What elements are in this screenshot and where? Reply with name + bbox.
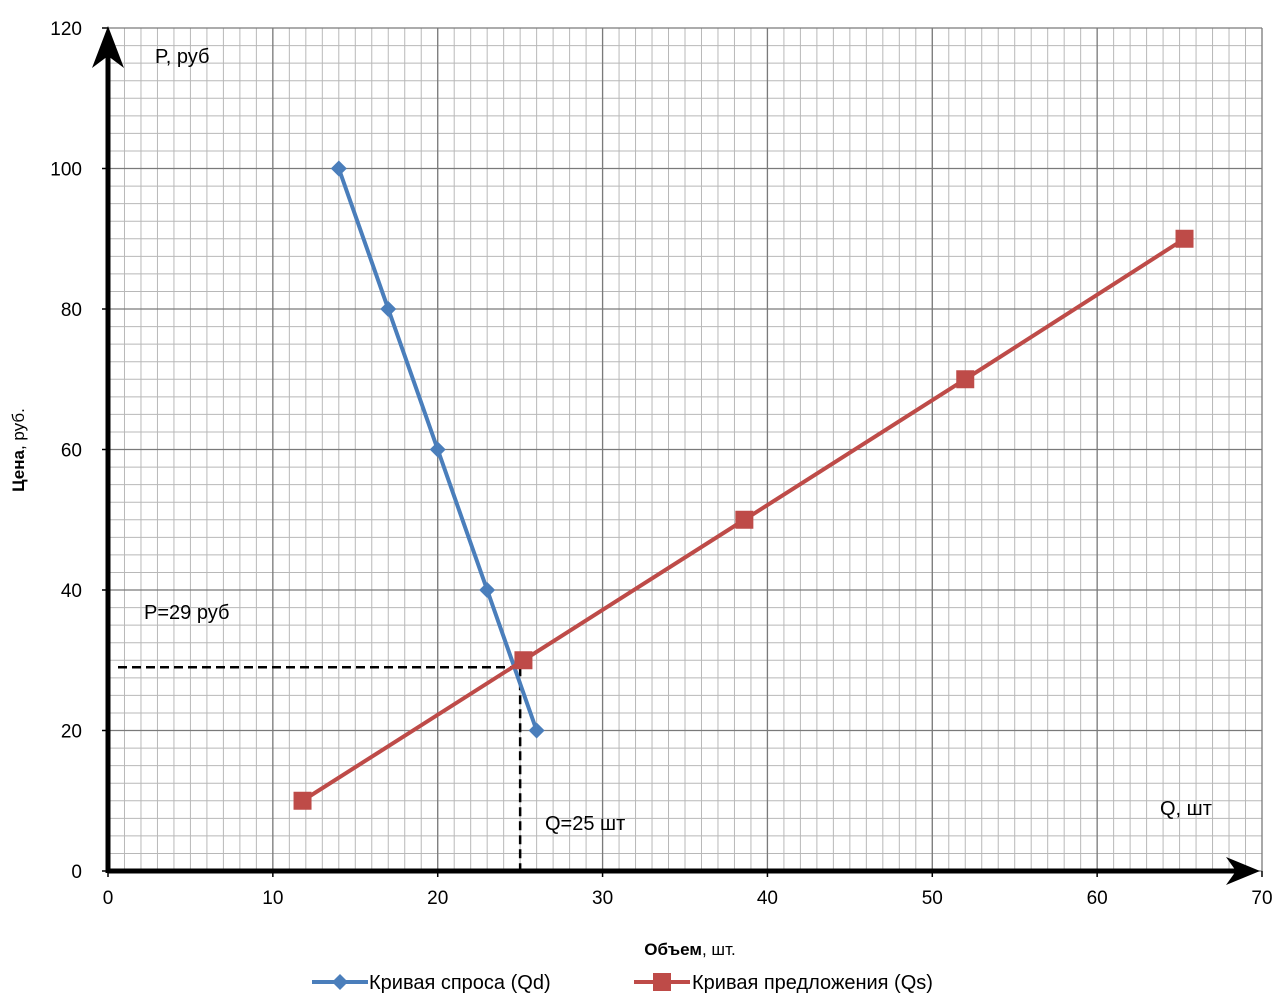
legend-label-supply: Кривая предложения (Qs) [692, 972, 933, 994]
equilibrium-quantity-label: Q=25 шт [545, 813, 625, 835]
legend: Кривая спроса (Qd) Кривая предложения (Q… [312, 972, 933, 994]
y-tick-label: 0 [71, 862, 82, 883]
legend-marker-supply [653, 973, 671, 991]
legend-item-demand: Кривая спроса (Qd) [312, 972, 551, 994]
x-tick-label: 20 [427, 888, 448, 909]
equilibrium-price-label: P=29 руб [144, 602, 229, 624]
x-tick-label: 10 [262, 888, 283, 909]
legend-label-demand: Кривая спроса (Qd) [369, 972, 551, 994]
equilibrium-reference-lines [118, 666, 522, 871]
demand-data-point [330, 160, 347, 177]
axes [92, 26, 1263, 885]
series-layer [293, 160, 1194, 810]
x-axis-name-annotation: Q, шт [1160, 798, 1212, 820]
y-axis-arrow [92, 26, 124, 68]
supply-data-point [514, 651, 533, 670]
x-tick-label: 0 [103, 888, 114, 909]
supply-data-point [1175, 229, 1194, 248]
supply-data-point [293, 791, 312, 810]
demand-data-point [380, 301, 397, 317]
supply-data-point [735, 510, 754, 529]
x-tick-label: 60 [1087, 888, 1108, 909]
x-tick-label: 30 [592, 888, 613, 909]
demand-data-point [429, 441, 446, 458]
y-axis-name-annotation: P, руб [155, 46, 209, 68]
y-axis-title: Цена, руб. [9, 408, 28, 492]
y-tick-label: 20 [61, 722, 82, 743]
legend-marker-demand [332, 974, 348, 990]
y-tick-label: 80 [61, 300, 82, 321]
y-tick-label: 60 [61, 441, 82, 462]
legend-item-supply: Кривая предложения (Qs) [634, 972, 933, 994]
x-axis-arrow [1226, 857, 1260, 885]
y-tick-label: 120 [50, 19, 82, 40]
demand-data-point [528, 722, 545, 739]
x-tick-label: 70 [1251, 888, 1272, 909]
y-tick-label: 40 [61, 581, 82, 602]
y-tick-label: 100 [50, 160, 82, 181]
x-tick-label: 40 [757, 888, 778, 909]
tick-labels: 0 10 20 30 40 50 60 70 0 20 40 60 80 100 120 [50, 19, 1272, 909]
supply-data-point [956, 370, 975, 389]
demand-data-point [479, 582, 496, 598]
x-tick-label: 50 [922, 888, 943, 909]
x-axis-title: Объем, шт. [644, 940, 735, 959]
